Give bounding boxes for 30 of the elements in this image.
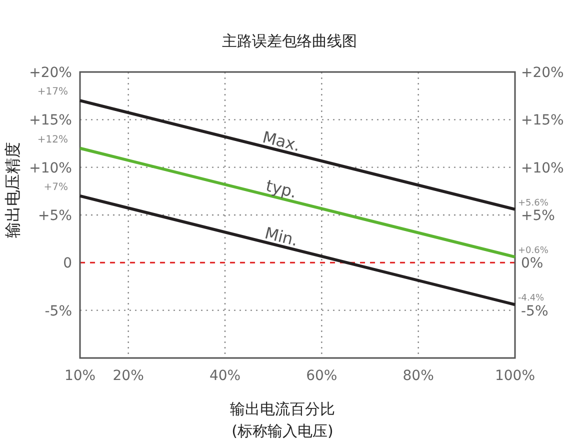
x-axis-title: 输出电流百分比 (标称输入电压): [230, 400, 335, 440]
y2-tick-label: +5%: [521, 208, 555, 224]
y-tick-label: +20%: [29, 65, 72, 81]
y2-tick-label: +15%: [521, 112, 564, 129]
y-tick-label: -5%: [44, 303, 72, 320]
x-tick-label: 60%: [306, 368, 338, 384]
x-tick-label: 20%: [112, 368, 144, 384]
data-label: +5.6%: [518, 198, 549, 208]
y-tick-label: +10%: [29, 160, 72, 176]
y2-tick-label: 0%: [521, 256, 544, 272]
y-tick-label: 0: [63, 256, 72, 272]
data-label: -4.4%: [518, 294, 545, 304]
data-label: +17%: [37, 86, 68, 98]
text: Min.: [262, 223, 300, 250]
text: Max.: [260, 127, 302, 156]
y2-tick-label: +10%: [521, 160, 564, 176]
y2-tick-label: +20%: [521, 65, 564, 81]
text: typ.: [264, 176, 299, 202]
chart-title: 主路误差包络曲线图: [222, 32, 357, 50]
x-tick-label: 80%: [402, 368, 434, 384]
y-tick-label: +5%: [38, 208, 72, 224]
data-label: +12%: [37, 134, 68, 146]
data-label: +0.6%: [518, 246, 549, 256]
y-axis-title: 输出电压精度: [3, 142, 22, 238]
y-tick-label: +15%: [29, 112, 72, 129]
data-label: +7%: [44, 182, 68, 193]
y2-tick-label: -5%: [521, 303, 548, 320]
x-tick-label: 10%: [64, 368, 96, 384]
x-tick-label: 100%: [494, 368, 536, 384]
x-tick-label: 40%: [209, 368, 241, 384]
